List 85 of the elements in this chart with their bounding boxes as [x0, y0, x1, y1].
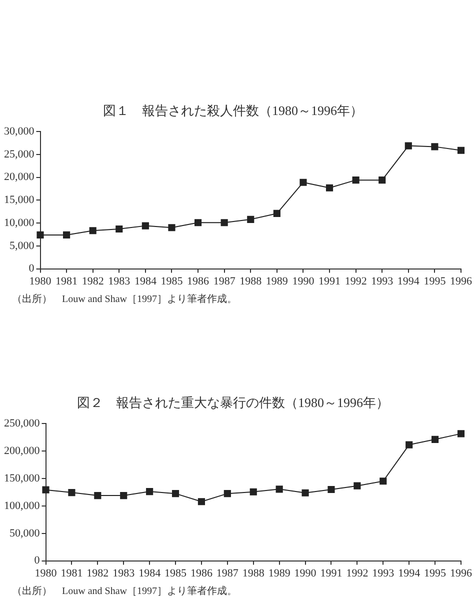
point: [194, 219, 202, 226]
x-tick-label: 1980: [34, 567, 58, 580]
point: [247, 216, 254, 223]
x-tick-label: 1992: [346, 567, 368, 580]
y-tick-label: 30,000: [4, 125, 35, 138]
point: [89, 227, 96, 234]
point: [276, 486, 283, 493]
point: [94, 492, 102, 500]
point: [404, 142, 412, 150]
x-tick-label: 1985: [164, 567, 188, 580]
x-tick-label: 1985: [160, 275, 184, 288]
y-tick-label: 0: [34, 554, 40, 567]
point: [406, 441, 413, 448]
x-tick-label: 1991: [320, 567, 342, 580]
x-tick-label: 1995: [424, 567, 447, 580]
point: [328, 486, 335, 494]
x-tick-label: 1996: [450, 567, 472, 580]
x-tick-label: 1980: [29, 275, 52, 288]
y-tick-label: 0: [28, 262, 35, 275]
point: [142, 222, 149, 230]
x-tick-label: 1984: [134, 275, 157, 288]
x-tick-label: 1983: [112, 567, 136, 580]
x-tick-label: 1986: [187, 275, 210, 288]
point: [273, 210, 280, 217]
x-tick-label: 1983: [108, 275, 131, 288]
x-tick-label: 1996: [450, 275, 472, 288]
x-tick-label: 1981: [56, 275, 78, 288]
y-tick-label: 20,000: [4, 171, 35, 184]
y-tick-label: 15,000: [4, 194, 35, 206]
y-tick-label: 50,000: [10, 527, 40, 540]
point: [36, 231, 44, 238]
point: [68, 488, 76, 496]
x-tick-label: 1982: [86, 567, 109, 580]
y-tick-label: 5,000: [10, 240, 35, 252]
point: [116, 225, 123, 233]
x-tick-label: 1988: [242, 567, 265, 580]
point: [300, 178, 307, 186]
point: [457, 146, 465, 154]
point: [224, 490, 231, 498]
x-tick-label: 1993: [372, 567, 395, 580]
x-tick-label: 1984: [138, 567, 162, 580]
point: [352, 176, 360, 184]
chart-title: 図２ 報告された重大な暴行の件数（1980～1996年）: [77, 395, 389, 410]
y-tick-label: 250,000: [4, 417, 40, 430]
x-tick-label: 1989: [268, 567, 291, 580]
point: [172, 490, 180, 498]
point: [326, 184, 334, 192]
x-tick-label: 1991: [318, 275, 341, 288]
point: [354, 482, 361, 490]
x-tick-label: 1993: [371, 275, 394, 288]
point: [380, 478, 387, 485]
x-tick-label: 1994: [398, 567, 421, 580]
x-tick-label: 1981: [60, 567, 83, 580]
point: [168, 224, 176, 232]
x-tick-label: 1989: [266, 275, 288, 288]
x-tick-label: 1986: [190, 567, 213, 580]
x-tick-label: 1990: [292, 275, 315, 288]
x-tick-label: 1990: [294, 567, 317, 580]
text: （出所） Louw and Shaw［1997］より筆者作成。: [12, 292, 238, 306]
point: [63, 231, 70, 238]
x-tick-label: 1995: [424, 275, 446, 288]
y-tick-label: 100,000: [4, 500, 40, 512]
x-tick-label: 1988: [240, 275, 262, 288]
point: [198, 498, 206, 506]
chart-title: 図１ 報告された殺人件数（1980～1996年）: [103, 103, 363, 118]
x-tick-label: 1987: [216, 567, 239, 580]
point: [302, 489, 309, 496]
point: [457, 430, 465, 438]
point: [146, 488, 154, 496]
y-tick-label: 150,000: [4, 472, 40, 484]
x-tick-label: 1992: [344, 275, 367, 288]
point: [431, 143, 438, 150]
point: [432, 436, 439, 443]
point: [378, 176, 386, 184]
text: （出所） Louw and Shaw［1997］より筆者作成。: [12, 584, 238, 598]
x-tick-label: 1987: [213, 275, 236, 288]
y-tick-label: 10,000: [4, 216, 35, 229]
point: [220, 219, 228, 226]
x-tick-label: 1982: [82, 275, 104, 288]
point: [42, 486, 50, 494]
point: [120, 492, 128, 500]
y-tick-label: 200,000: [4, 444, 40, 457]
y-tick-label: 25,000: [4, 148, 35, 160]
x-tick-label: 1994: [397, 275, 420, 288]
point: [250, 488, 257, 496]
